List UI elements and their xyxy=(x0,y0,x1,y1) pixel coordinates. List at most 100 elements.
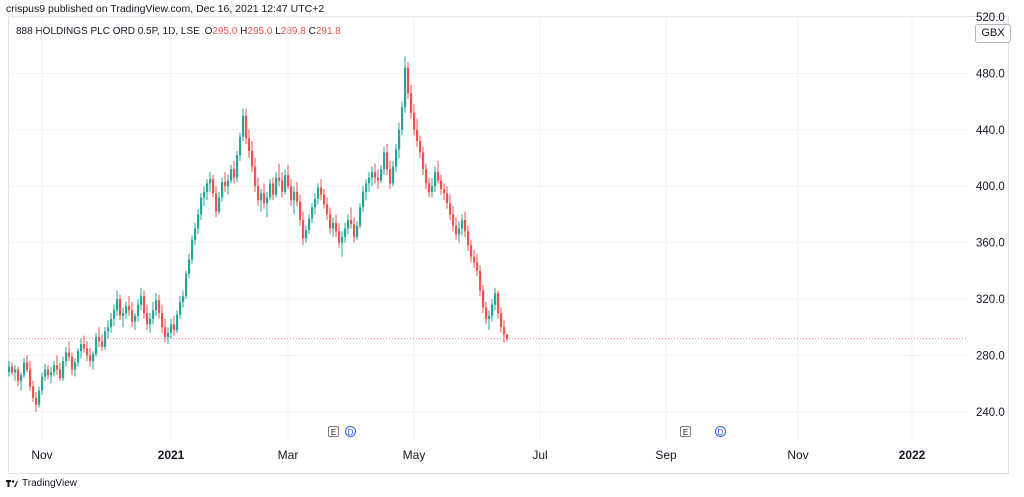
candle-body xyxy=(44,369,47,377)
candle-body xyxy=(86,348,89,356)
time-tick-label: Mar xyxy=(278,448,299,462)
time-tick-label: Nov xyxy=(787,448,808,462)
candle-body xyxy=(377,177,380,181)
candle-body xyxy=(149,318,152,325)
currency-button[interactable]: GBX xyxy=(975,24,1011,43)
footer: TradingView xyxy=(6,478,77,489)
symbol-legend: 888 HOLDINGS PLC ORD 0.5P, 1D, LSE O295.… xyxy=(16,26,341,37)
candle-body xyxy=(191,239,194,260)
candle-body xyxy=(251,150,254,167)
candle-body xyxy=(437,172,440,181)
tradingview-logo-icon xyxy=(6,479,18,487)
candle-body xyxy=(395,149,398,167)
candle-body xyxy=(137,304,140,316)
candle-body xyxy=(416,129,419,142)
candle-body xyxy=(428,183,431,192)
candle-body xyxy=(491,304,494,316)
candle-body xyxy=(464,220,467,232)
price-tick-label: 440.0 xyxy=(976,125,1005,137)
candle-body xyxy=(185,273,188,297)
candle-body xyxy=(317,187,320,199)
candle-body xyxy=(458,228,461,235)
candle-body xyxy=(92,353,95,362)
candle-body xyxy=(59,369,62,378)
candle-body xyxy=(167,332,170,338)
candle-body xyxy=(140,296,143,305)
earnings-event-icon[interactable]: E xyxy=(680,426,691,437)
candle-body xyxy=(194,228,197,240)
candle-body xyxy=(101,341,104,347)
candle-body xyxy=(68,352,71,357)
candle-body xyxy=(296,191,299,202)
candle-body xyxy=(386,152,389,170)
candle-body xyxy=(434,172,437,187)
candle-body xyxy=(80,344,83,352)
candle-body xyxy=(422,152,425,170)
candle-body xyxy=(467,231,470,246)
candle-body xyxy=(119,299,122,316)
candle-body xyxy=(326,204,329,215)
candle-body xyxy=(89,355,92,362)
candle-body xyxy=(308,218,311,230)
candle-body xyxy=(182,296,185,302)
candle-body xyxy=(17,369,20,381)
candle-body xyxy=(383,152,386,170)
candle-body xyxy=(170,324,173,333)
candle-body xyxy=(323,194,326,205)
candle-body xyxy=(209,179,212,184)
open-label: O xyxy=(204,26,213,37)
candle-body xyxy=(401,107,404,130)
candle-body xyxy=(188,259,191,274)
open-value: 295.0 xyxy=(212,26,238,37)
candle-body xyxy=(122,313,125,316)
price-tick-label: 400.0 xyxy=(976,181,1005,193)
candle-body xyxy=(269,183,272,198)
candle-body xyxy=(230,169,233,181)
candle-body xyxy=(83,344,86,349)
candle-body xyxy=(95,337,98,354)
price-tick-label: 240.0 xyxy=(976,407,1005,419)
candle-body xyxy=(62,361,65,378)
candle-body xyxy=(224,181,227,187)
candle-body xyxy=(320,187,323,195)
dividend-event-icon[interactable]: D xyxy=(345,426,356,437)
candle-body xyxy=(380,169,383,181)
candle-body xyxy=(113,310,116,319)
candle-body xyxy=(110,318,113,328)
candle-body xyxy=(206,183,209,192)
candle-body xyxy=(20,375,23,381)
dividend-event-icon[interactable]: D xyxy=(715,426,726,437)
candle-body xyxy=(470,245,473,257)
candle-body xyxy=(248,138,251,151)
candle-body xyxy=(38,390,41,405)
candle-body xyxy=(473,256,476,263)
candle-body xyxy=(200,197,203,215)
candle-body xyxy=(347,220,350,229)
candle-body xyxy=(212,179,215,194)
candles xyxy=(8,56,509,412)
price-tick-label: 360.0 xyxy=(976,238,1005,250)
candle-body xyxy=(359,207,362,226)
candle-body xyxy=(65,352,68,362)
candle-body xyxy=(179,301,182,315)
price-axis-labels: 240.0 280.0 320.0 360.0 400.0 440.0 480.0 520.0 xyxy=(976,12,1005,419)
time-tick-label: May xyxy=(403,448,426,462)
candle-body xyxy=(215,193,218,212)
candle-body xyxy=(107,327,110,332)
candle-body xyxy=(419,141,422,153)
candle-body xyxy=(11,366,14,373)
candle-body xyxy=(407,67,410,94)
candle-body xyxy=(299,201,302,221)
candle-body xyxy=(221,181,224,198)
candle-body xyxy=(353,224,356,237)
grid-lines xyxy=(8,16,968,440)
candle-body xyxy=(362,191,365,208)
candle-body xyxy=(506,334,509,339)
candle-body xyxy=(371,172,374,178)
candle-body xyxy=(131,310,134,322)
candle-body xyxy=(263,193,266,204)
earnings-event-icon[interactable]: E xyxy=(328,426,339,437)
candle-body xyxy=(8,366,11,373)
candle-body xyxy=(164,327,167,338)
